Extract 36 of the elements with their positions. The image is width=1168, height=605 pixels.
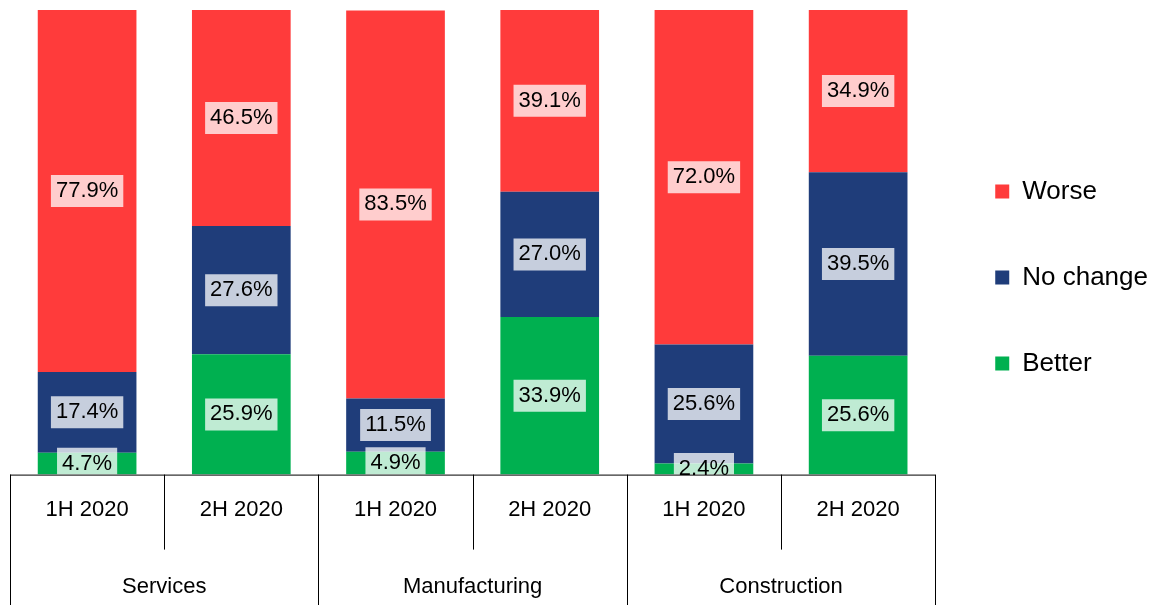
data-label: 34.9% (826, 77, 890, 103)
legend-label: No change (1022, 260, 1149, 291)
legend-label: Worse (1022, 174, 1097, 205)
bar (808, 172, 908, 356)
data-label: 25.9% (210, 400, 273, 426)
bar (346, 10, 445, 399)
legend-label: Better (1022, 346, 1092, 377)
bar (500, 10, 600, 192)
data-label: 77.9% (55, 177, 119, 203)
text: Manufacturing (402, 573, 543, 599)
data-label: 39.5% (826, 249, 890, 275)
x-tick-label: 1H 2020 (662, 495, 746, 521)
x-tick-label: 2H 2020 (816, 495, 900, 521)
bar (37, 10, 137, 372)
bar (654, 10, 754, 345)
text: Construction (719, 573, 843, 599)
data-label: 25.6% (672, 390, 736, 416)
text: Services (122, 573, 207, 599)
data-label: 46.5% (210, 104, 273, 130)
x-tick-label: 1H 2020 (353, 495, 438, 521)
x-tick-label: 2H 2020 (508, 495, 592, 521)
data-label: 33.9% (518, 381, 581, 407)
data-label: 83.5% (364, 190, 427, 216)
data-label: 25.6% (826, 401, 890, 427)
data-label: 4.9% (370, 449, 421, 475)
bar (191, 10, 291, 227)
data-label: 11.5% (365, 411, 426, 437)
x-tick-label: 2H 2020 (199, 495, 283, 521)
data-label: 39.1% (518, 86, 581, 112)
data-label: 17.4% (55, 398, 119, 424)
x-tick-label: 1H 2020 (45, 495, 129, 521)
data-label: 4.7% (62, 449, 113, 475)
data-label: 27.6% (210, 276, 273, 302)
data-label: 72.0% (672, 163, 736, 189)
data-label: 27.0% (518, 240, 581, 266)
data-label: 2.4% (678, 455, 730, 481)
